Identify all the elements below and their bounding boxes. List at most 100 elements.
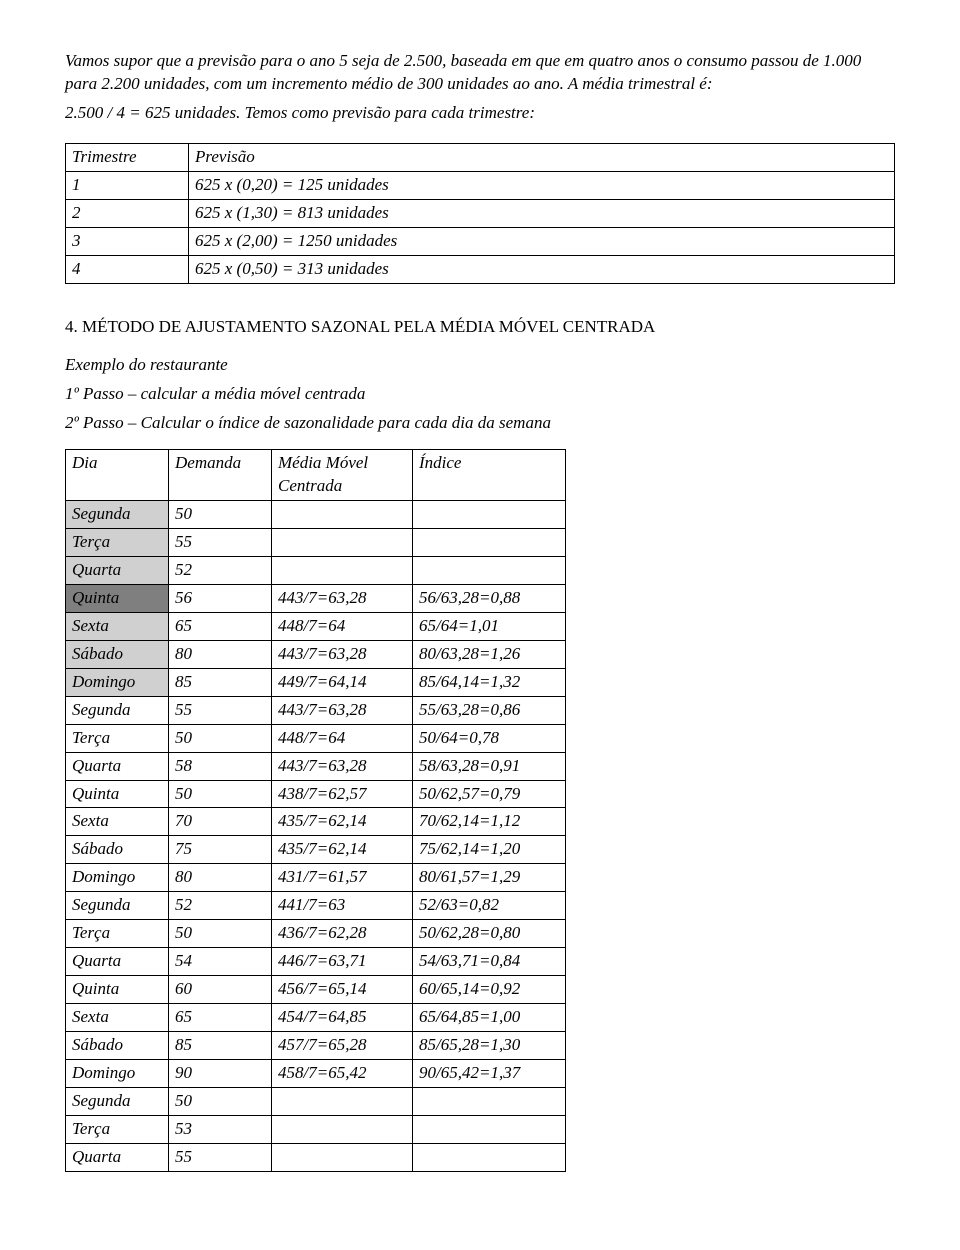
table-cell: 53 bbox=[169, 1115, 272, 1143]
table-row: Terça50448/7=6450/64=0,78 bbox=[66, 724, 566, 752]
table-cell bbox=[413, 501, 566, 529]
table-cell: Segunda bbox=[66, 892, 169, 920]
table-cell: 55/63,28=0,86 bbox=[413, 696, 566, 724]
table-cell: 449/7=64,14 bbox=[272, 668, 413, 696]
table-cell: 56/63,28=0,88 bbox=[413, 584, 566, 612]
table-cell: 80/61,57=1,29 bbox=[413, 864, 566, 892]
table-row: Segunda50 bbox=[66, 501, 566, 529]
col-media-movel: Média Móvel Centrada bbox=[272, 450, 413, 501]
table-cell bbox=[272, 557, 413, 585]
table-cell: 625 x (1,30) = 813 unidades bbox=[189, 199, 895, 227]
table-cell: Terça bbox=[66, 724, 169, 752]
table-cell: 625 x (0,20) = 125 unidades bbox=[189, 171, 895, 199]
table-cell: 65 bbox=[169, 612, 272, 640]
table-cell: 441/7=63 bbox=[272, 892, 413, 920]
table-cell bbox=[272, 529, 413, 557]
table-row: Domingo85449/7=64,1485/64,14=1,32 bbox=[66, 668, 566, 696]
table-cell: 443/7=63,28 bbox=[272, 696, 413, 724]
table-cell: Quinta bbox=[66, 584, 169, 612]
steps-block: 1º Passo – calcular a média móvel centra… bbox=[65, 383, 895, 435]
table-row: 2625 x (1,30) = 813 unidades bbox=[66, 199, 895, 227]
table-cell: 80 bbox=[169, 864, 272, 892]
table-row: Sábado80443/7=63,2880/63,28=1,26 bbox=[66, 640, 566, 668]
table-row: 4625 x (0,50) = 313 unidades bbox=[66, 255, 895, 283]
table-row: 3625 x (2,00) = 1250 unidades bbox=[66, 227, 895, 255]
table-cell bbox=[272, 1143, 413, 1171]
table-cell: 625 x (0,50) = 313 unidades bbox=[189, 255, 895, 283]
table-cell: Domingo bbox=[66, 668, 169, 696]
trimestre-table: Trimestre Previsão 1625 x (0,20) = 125 u… bbox=[65, 143, 895, 284]
table-cell bbox=[413, 1087, 566, 1115]
table-cell: 90 bbox=[169, 1059, 272, 1087]
table-cell: 50 bbox=[169, 1087, 272, 1115]
table-cell: 448/7=64 bbox=[272, 724, 413, 752]
table-row: Sexta70435/7=62,1470/62,14=1,12 bbox=[66, 808, 566, 836]
table-cell: Terça bbox=[66, 920, 169, 948]
table-cell bbox=[413, 557, 566, 585]
table-cell: 65/64,85=1,00 bbox=[413, 1004, 566, 1032]
table-row: Quinta60456/7=65,1460/65,14=0,92 bbox=[66, 976, 566, 1004]
table-row: Domingo80431/7=61,5780/61,57=1,29 bbox=[66, 864, 566, 892]
table-cell bbox=[413, 1143, 566, 1171]
table-cell: 60 bbox=[169, 976, 272, 1004]
table-cell: 625 x (2,00) = 1250 unidades bbox=[189, 227, 895, 255]
table-cell: 50 bbox=[169, 724, 272, 752]
table-cell: Sábado bbox=[66, 1031, 169, 1059]
table-cell: 55 bbox=[169, 529, 272, 557]
table-cell: 75/62,14=1,20 bbox=[413, 836, 566, 864]
table-cell: 50 bbox=[169, 920, 272, 948]
table-cell: 438/7=62,57 bbox=[272, 780, 413, 808]
table-cell: 50/62,28=0,80 bbox=[413, 920, 566, 948]
table-cell: Sábado bbox=[66, 836, 169, 864]
table-header-row: Dia Demanda Média Móvel Centrada Índice bbox=[66, 450, 566, 501]
table-cell: 55 bbox=[169, 1143, 272, 1171]
table-cell: Terça bbox=[66, 529, 169, 557]
table-cell: 58 bbox=[169, 752, 272, 780]
table-row: Quinta50438/7=62,5750/62,57=0,79 bbox=[66, 780, 566, 808]
table-row: Terça50436/7=62,2850/62,28=0,80 bbox=[66, 920, 566, 948]
table-cell: 446/7=63,71 bbox=[272, 948, 413, 976]
table-cell: 443/7=63,28 bbox=[272, 640, 413, 668]
table-cell: 85/64,14=1,32 bbox=[413, 668, 566, 696]
table-cell: Segunda bbox=[66, 1087, 169, 1115]
table-cell: 456/7=65,14 bbox=[272, 976, 413, 1004]
table-cell: Quinta bbox=[66, 780, 169, 808]
intro-line-1: Vamos supor que a previsão para o ano 5 … bbox=[65, 50, 895, 96]
table-cell: 85/65,28=1,30 bbox=[413, 1031, 566, 1059]
table-row: Terça55 bbox=[66, 529, 566, 557]
table-cell: Sexta bbox=[66, 808, 169, 836]
table-row: Segunda50 bbox=[66, 1087, 566, 1115]
table-row: 1625 x (0,20) = 125 unidades bbox=[66, 171, 895, 199]
table-cell: 457/7=65,28 bbox=[272, 1031, 413, 1059]
table-header-row: Trimestre Previsão bbox=[66, 143, 895, 171]
table-cell: 70/62,14=1,12 bbox=[413, 808, 566, 836]
table-cell: 50 bbox=[169, 501, 272, 529]
table-cell: 54/63,71=0,84 bbox=[413, 948, 566, 976]
table-cell: 454/7=64,85 bbox=[272, 1004, 413, 1032]
table-cell: Terça bbox=[66, 1115, 169, 1143]
table-cell: 435/7=62,14 bbox=[272, 836, 413, 864]
table-cell bbox=[272, 1115, 413, 1143]
table-cell: 54 bbox=[169, 948, 272, 976]
table-cell: 436/7=62,28 bbox=[272, 920, 413, 948]
table-cell: 58/63,28=0,91 bbox=[413, 752, 566, 780]
table-cell: Domingo bbox=[66, 864, 169, 892]
dia-demanda-table: Dia Demanda Média Móvel Centrada Índice … bbox=[65, 449, 566, 1171]
table-cell: 50/62,57=0,79 bbox=[413, 780, 566, 808]
table-row: Sábado85457/7=65,2885/65,28=1,30 bbox=[66, 1031, 566, 1059]
table-cell: 2 bbox=[66, 199, 189, 227]
table-row: Sexta65454/7=64,8565/64,85=1,00 bbox=[66, 1004, 566, 1032]
col-trimestre: Trimestre bbox=[66, 143, 189, 171]
table-cell bbox=[413, 529, 566, 557]
table-cell: 443/7=63,28 bbox=[272, 752, 413, 780]
table-row: Domingo90458/7=65,4290/65,42=1,37 bbox=[66, 1059, 566, 1087]
col-indice: Índice bbox=[413, 450, 566, 501]
table-cell: 80 bbox=[169, 640, 272, 668]
step-1: 1º Passo – calcular a média móvel centra… bbox=[65, 383, 895, 406]
section-title: 4. MÉTODO DE AJUSTAMENTO SAZONAL PELA MÉ… bbox=[65, 316, 895, 339]
table-cell: 431/7=61,57 bbox=[272, 864, 413, 892]
table-cell: Segunda bbox=[66, 696, 169, 724]
table-cell: 75 bbox=[169, 836, 272, 864]
table-cell: 55 bbox=[169, 696, 272, 724]
col-previsao: Previsão bbox=[189, 143, 895, 171]
